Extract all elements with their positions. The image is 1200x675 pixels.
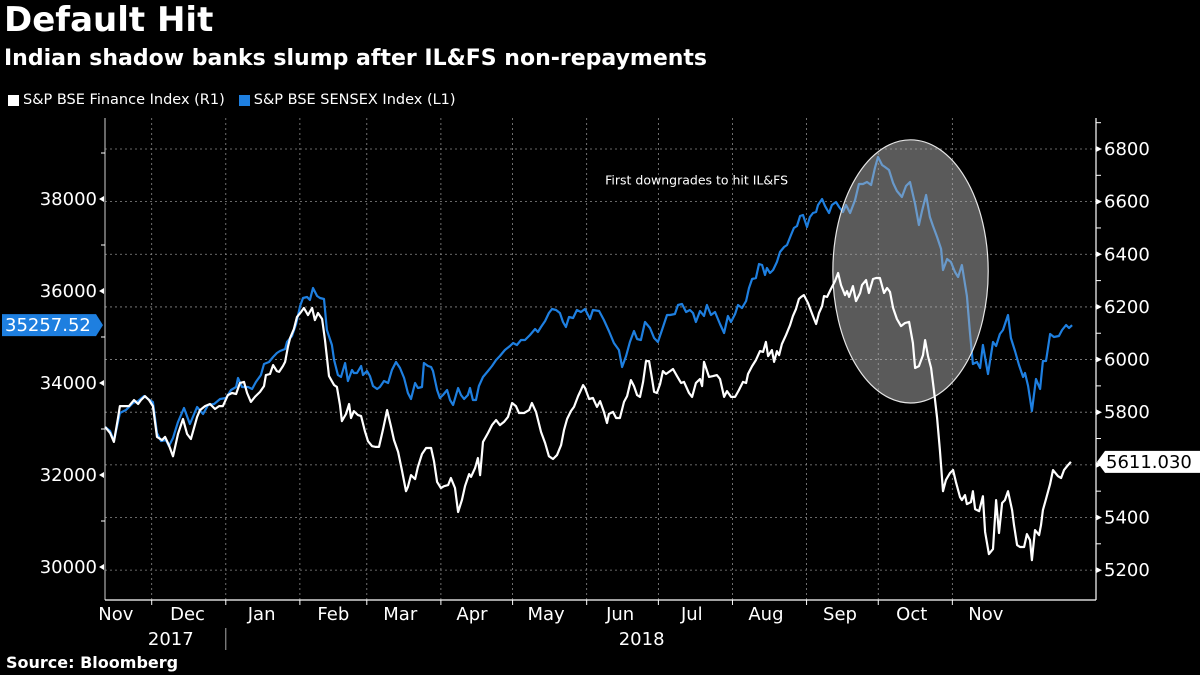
month-label: May: [527, 604, 565, 625]
year-label: 2017: [148, 629, 194, 650]
right-tick-label: 6600: [1104, 192, 1150, 213]
left-tick-label: 38000: [40, 189, 97, 210]
right-tick-marker: [1096, 303, 1102, 310]
month-label: Jan: [247, 604, 276, 625]
right-tick-label: 5200: [1104, 560, 1150, 581]
source-note: Source: Bloomberg: [6, 653, 179, 672]
right-tick-marker: [1096, 356, 1102, 363]
month-label: Jul: [680, 604, 703, 625]
right-tick-marker: [1096, 514, 1102, 521]
left-tick-marker: [99, 288, 104, 294]
right-tick-label: 6800: [1104, 139, 1150, 160]
year-label: 2018: [619, 629, 665, 650]
left-tick-marker: [99, 564, 104, 570]
month-label: Mar: [383, 604, 418, 625]
finance-series-line: [104, 271, 1072, 562]
right-tick-label: 6200: [1104, 297, 1150, 318]
sensex-last-value: 35257.52: [5, 315, 91, 336]
right-tick-marker: [1096, 146, 1102, 152]
finance-last-value-badge: 5611.030: [1097, 450, 1200, 473]
legend-label-sensex: S&P BSE SENSEX Index (L1): [253, 92, 456, 108]
month-label: Feb: [317, 604, 349, 625]
right-tick-label: 5400: [1104, 507, 1150, 528]
month-label: Jun: [605, 604, 634, 625]
legend-label-finance: S&P BSE Finance Index (R1): [23, 92, 225, 108]
legend-item-sensex[interactable]: S&P BSE SENSEX Index (L1): [238, 92, 456, 108]
right-axis-ticks: 520054005600580060006200640066006800: [1096, 122, 1150, 581]
right-tick-marker: [1096, 409, 1102, 416]
finance-last-value: 5611.030: [1106, 452, 1192, 473]
left-tick-label: 30000: [40, 557, 97, 578]
chart-subtitle: Indian shadow banks slump after IL&FS no…: [4, 46, 708, 71]
left-tick-marker: [99, 472, 104, 478]
month-label: Oct: [896, 604, 927, 625]
legend-swatch-finance: [8, 94, 19, 106]
legend-swatch-sensex: [238, 94, 250, 106]
annotation-text: First downgrades to hit IL&FS: [605, 173, 788, 188]
month-label: Nov: [98, 604, 133, 625]
chart-title: Default Hit: [4, 0, 214, 40]
right-tick-label: 6400: [1104, 244, 1150, 265]
right-tick-label: 6000: [1104, 350, 1150, 371]
legend: S&P BSE Finance Index (R1) S&P BSE SENSE…: [8, 92, 470, 108]
right-tick-marker: [1096, 251, 1102, 258]
x-axis-labels: Nov Dec Jan Feb Mar Apr May Jun Jul Aug Sep Oct Nov 2…: [98, 604, 1003, 650]
month-label: Nov: [968, 604, 1003, 625]
left-axis-ticks: 30000 32000 34000 36000 38000: [40, 152, 105, 578]
left-tick-label: 36000: [40, 281, 97, 302]
right-tick-marker: [1096, 567, 1102, 574]
legend-item-finance[interactable]: S&P BSE Finance Index (R1): [8, 92, 225, 108]
month-label: Aug: [748, 604, 783, 625]
left-tick-label: 32000: [40, 465, 97, 486]
gridlines: [105, 118, 1096, 600]
month-label: Apr: [456, 604, 488, 625]
month-label: Sep: [823, 604, 857, 625]
left-tick-marker: [99, 196, 104, 202]
sensex-last-value-badge: 35257.52: [2, 314, 103, 337]
left-tick-marker: [99, 380, 104, 386]
month-label: Dec: [170, 604, 205, 625]
right-tick-label: 5800: [1104, 402, 1150, 423]
right-tick-marker: [1096, 198, 1102, 205]
highlight-ellipse: [832, 139, 989, 404]
left-tick-label: 34000: [40, 373, 97, 394]
right-tick-marker: [1096, 461, 1102, 468]
